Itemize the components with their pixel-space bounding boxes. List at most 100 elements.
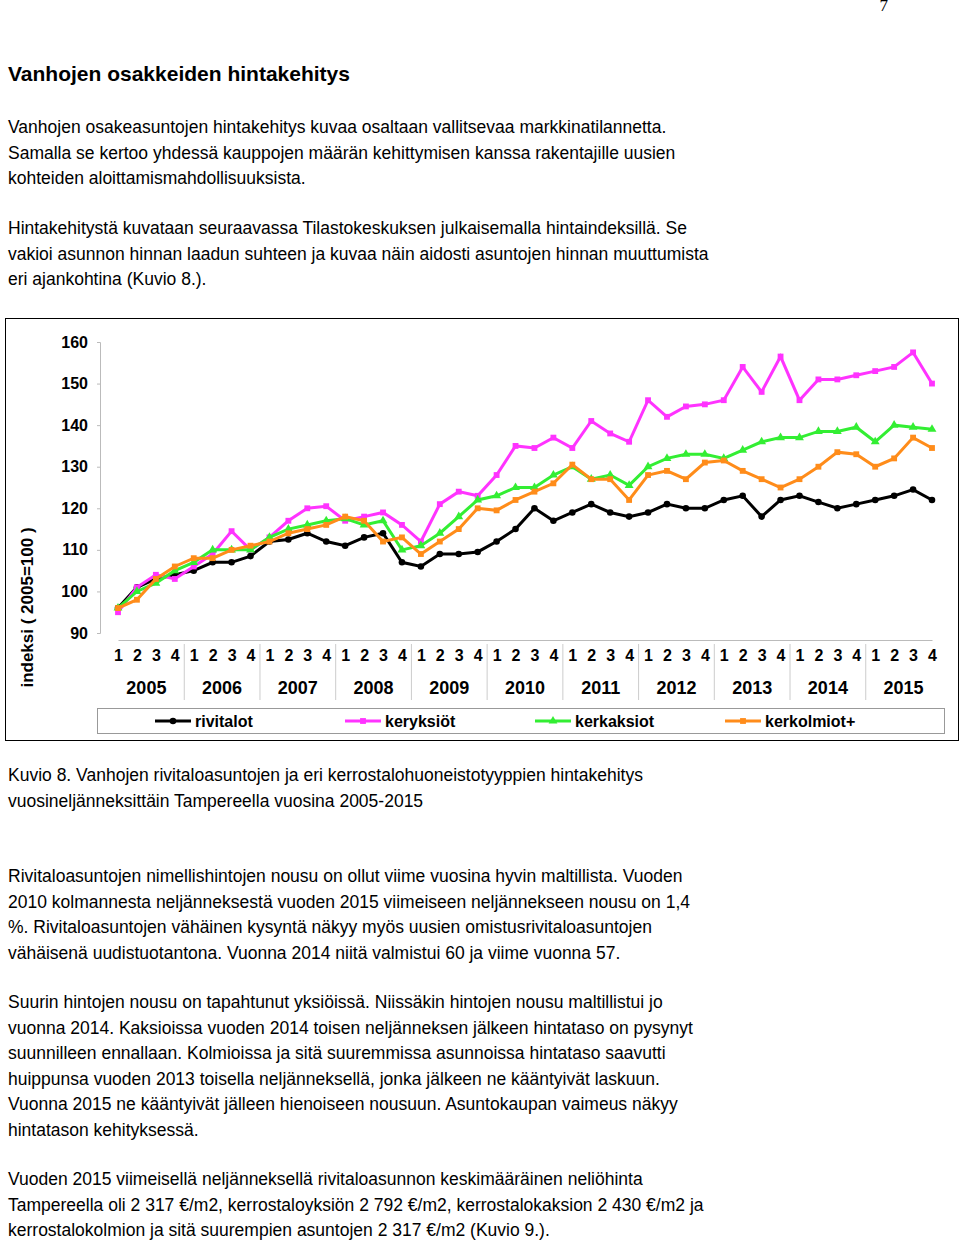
series-line: [118, 438, 932, 608]
x-tick: 1: [644, 640, 653, 664]
data-point: [399, 559, 406, 566]
data-point: [626, 497, 632, 503]
x-tick: 3: [909, 640, 918, 664]
x-tick-label: 4: [474, 647, 483, 664]
y-tick-mark: [97, 508, 100, 509]
x-tick-label: 3: [682, 647, 691, 664]
data-point: [853, 451, 859, 457]
x-tick-label: 1: [341, 647, 350, 664]
data-point: [513, 443, 519, 449]
data-point: [891, 364, 897, 370]
paragraph-line: Suurin hintojen nousu on tapahtunut yksi…: [8, 990, 663, 1016]
x-tick: 4: [777, 640, 786, 664]
data-point: [815, 499, 822, 506]
data-point: [910, 435, 916, 441]
group-separator: [487, 644, 488, 700]
x-tick-label: 3: [909, 647, 918, 664]
x-tick: 3: [152, 640, 161, 664]
x-tick: 1: [568, 640, 577, 664]
x-tick-label: 2: [890, 647, 899, 664]
x-tick-label: 1: [493, 647, 502, 664]
data-point: [399, 522, 405, 528]
x-tick-label: 1: [417, 647, 426, 664]
data-point: [929, 381, 935, 387]
data-point: [834, 376, 840, 382]
legend-marker: [360, 718, 366, 724]
data-point: [342, 542, 349, 549]
x-tick: 2: [814, 640, 823, 664]
x-group-label: 2012: [656, 678, 696, 698]
data-point: [644, 462, 653, 470]
x-tick-label: 2: [587, 647, 596, 664]
data-point: [834, 505, 841, 512]
x-tick-label: 4: [549, 647, 558, 664]
data-point: [532, 445, 538, 451]
data-point: [759, 389, 765, 395]
x-tick: 2: [284, 640, 293, 664]
data-point: [512, 526, 519, 533]
chart-frame: [6, 319, 959, 741]
series-line: [118, 352, 932, 612]
data-point: [267, 539, 273, 545]
data-point: [474, 549, 481, 556]
data-point: [172, 564, 178, 570]
data-point: [720, 497, 727, 504]
data-point: [795, 432, 804, 440]
x-tick-label: 4: [398, 647, 407, 664]
data-point: [208, 545, 217, 553]
data-point: [757, 437, 766, 445]
paragraph-line: huippunsa vuoden 2013 toisella neljännek…: [8, 1067, 660, 1093]
legend-marker: [549, 716, 558, 724]
data-point: [511, 482, 520, 490]
group-separator: [184, 644, 185, 700]
data-point: [435, 528, 444, 536]
data-point: [758, 513, 765, 520]
data-point: [664, 501, 671, 508]
data-point: [531, 505, 538, 512]
legend-label: kerkolmiot+: [765, 713, 855, 730]
data-point: [607, 476, 613, 482]
data-point: [853, 372, 859, 378]
y-tick: 160: [61, 334, 100, 351]
x-tick-label: 3: [758, 647, 767, 664]
data-point: [153, 576, 159, 582]
data-point: [702, 505, 709, 512]
data-point: [266, 538, 273, 545]
data-point: [132, 586, 141, 594]
x-tick: 1: [114, 640, 123, 664]
data-point: [664, 414, 670, 420]
data-point: [361, 534, 368, 541]
data-point: [304, 505, 310, 511]
data-point: [191, 555, 197, 561]
paragraph-line: Tampereella oli 2 317 €/m2, kerrostaloyk…: [8, 1193, 704, 1219]
x-tick-label: 3: [455, 647, 464, 664]
y-tick-label: 120: [61, 500, 88, 517]
x-tick-label: 1: [871, 647, 880, 664]
group-separator: [865, 644, 866, 700]
x-tick-label: 1: [190, 647, 199, 664]
data-point: [456, 526, 462, 532]
legend-label: keryksiöt: [385, 713, 456, 730]
x-tick: 1: [265, 640, 274, 664]
legend-entry: rivitalot: [155, 713, 253, 730]
x-tick-label: 2: [814, 647, 823, 664]
x-group-label: 2010: [505, 678, 545, 698]
plot-area: [114, 349, 937, 615]
legend-box: [98, 709, 945, 734]
data-point: [871, 437, 880, 445]
legend-entry: kerkolmiot+: [725, 713, 855, 730]
x-tick: 4: [701, 640, 710, 664]
data-point: [683, 476, 689, 482]
y-tick: 120: [61, 500, 100, 517]
x-tick-label: 1: [644, 647, 653, 664]
x-group-label: 2008: [354, 678, 394, 698]
paragraph-line: Vanhojen osakeasuntojen hintakehitys kuv…: [8, 115, 666, 141]
data-point: [247, 553, 254, 560]
x-axis: 1234123412341234123412341234123412341234…: [114, 640, 937, 664]
data-point: [625, 480, 634, 488]
x-tick-label: 3: [152, 647, 161, 664]
data-point: [890, 420, 899, 428]
data-point: [607, 431, 613, 437]
data-point: [493, 538, 500, 545]
data-point: [454, 511, 463, 519]
